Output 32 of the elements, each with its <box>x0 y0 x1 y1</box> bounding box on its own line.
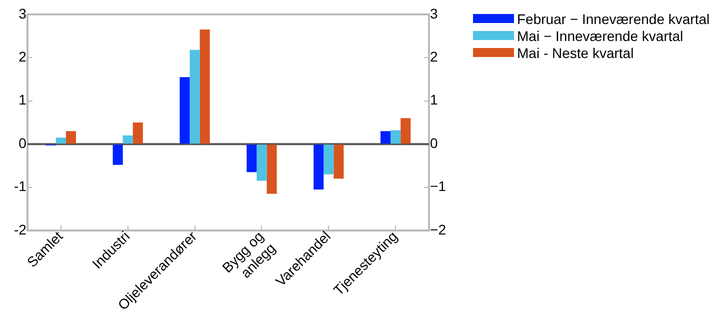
bar <box>56 138 66 144</box>
bar <box>66 131 76 144</box>
bar <box>324 144 334 174</box>
bar <box>112 144 123 165</box>
bar <box>246 144 257 172</box>
bar <box>334 144 344 179</box>
y-tick-label: 0 <box>18 134 27 151</box>
bar <box>132 122 143 144</box>
y2-tick-label: 1 <box>430 92 438 108</box>
y-tick-label: -1 <box>14 178 27 194</box>
bar <box>190 50 200 144</box>
bar <box>180 77 190 144</box>
y-tick-label: 2 <box>18 48 27 64</box>
bar <box>200 30 210 144</box>
y2-tick-label: 2 <box>430 48 438 64</box>
y2-tick-label: −2 <box>430 221 446 238</box>
bar <box>390 130 401 144</box>
y2-tick-label: −1 <box>430 178 446 194</box>
bar <box>400 118 411 144</box>
y2-tick-label: 0 <box>430 134 438 151</box>
bar <box>122 135 133 144</box>
bar <box>380 131 391 144</box>
y-tick-label: 1 <box>18 92 27 108</box>
legend-label: Februar − Inneværende kvartal <box>517 10 710 26</box>
bar <box>256 144 267 181</box>
legend-label: Mai - Neste kvartal <box>517 44 634 60</box>
y2-tick-label: 3 <box>430 5 438 22</box>
legend-label: Mai − Inneværende kvartal <box>517 28 684 44</box>
bar <box>314 144 324 190</box>
y-tick-label: 3 <box>18 5 27 22</box>
bar <box>266 144 277 194</box>
y-tick-label: -2 <box>14 221 27 238</box>
